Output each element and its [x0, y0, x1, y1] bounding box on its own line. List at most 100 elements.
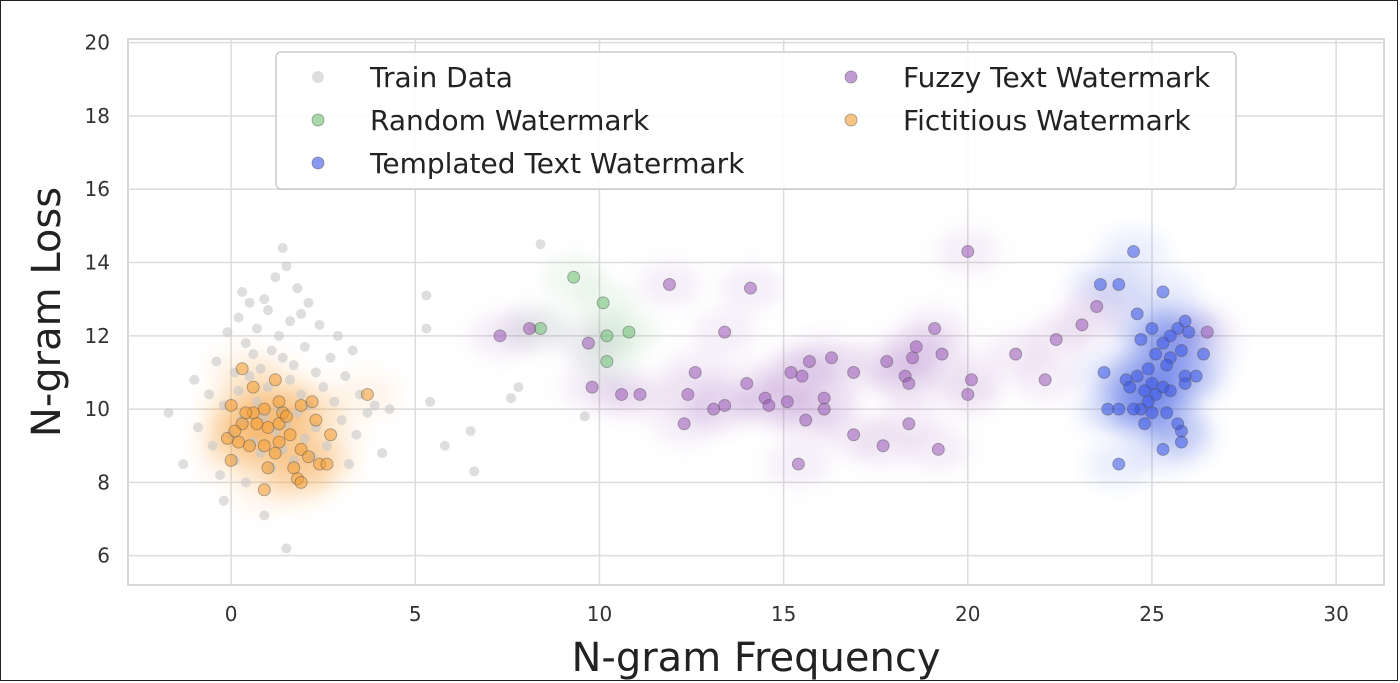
point-fuzzy-text-watermark [876, 439, 890, 453]
point-train-data [535, 239, 546, 250]
point-train-data [296, 389, 307, 400]
point-fictitious-watermark [231, 435, 245, 449]
point-train-data [255, 363, 266, 374]
point-fuzzy-text-watermark [1075, 318, 1089, 332]
point-fuzzy-text-watermark [1009, 347, 1023, 361]
point-random-watermark [534, 321, 548, 335]
x-tick-label: 25 [1139, 602, 1164, 626]
point-fictitious-watermark [261, 420, 275, 434]
point-fuzzy-text-watermark [906, 351, 920, 365]
legend-label-fictitious-watermark: Fictitious Watermark [903, 104, 1191, 137]
point-train-data [262, 382, 273, 393]
point-fuzzy-text-watermark [902, 417, 916, 431]
point-templated-text-watermark [1145, 376, 1159, 390]
point-train-data [332, 330, 343, 341]
point-train-data [469, 466, 480, 477]
point-fictitious-watermark [268, 446, 282, 460]
point-train-data [321, 440, 332, 451]
point-fictitious-watermark [250, 417, 264, 431]
y-tick-label: 10 [85, 397, 110, 421]
x-tick-label: 30 [1323, 602, 1348, 626]
point-templated-text-watermark [1189, 369, 1203, 383]
point-train-data [204, 389, 215, 400]
point-fuzzy-text-watermark [799, 413, 813, 427]
point-fuzzy-text-watermark [817, 391, 831, 405]
point-fuzzy-text-watermark [795, 369, 809, 383]
point-train-data [369, 400, 380, 411]
point-train-data [259, 294, 270, 305]
point-templated-text-watermark [1101, 402, 1115, 416]
point-random-watermark [567, 270, 581, 284]
point-train-data [299, 341, 310, 352]
point-train-data [310, 367, 321, 378]
point-fuzzy-text-watermark [762, 398, 776, 412]
point-templated-text-watermark [1145, 406, 1159, 420]
point-train-data [233, 312, 244, 323]
point-train-data [233, 385, 244, 396]
point-templated-text-watermark [1156, 442, 1170, 456]
point-templated-text-watermark [1197, 347, 1211, 361]
y-tick-label: 18 [85, 104, 110, 128]
point-templated-text-watermark [1130, 307, 1144, 321]
point-fuzzy-text-watermark [802, 354, 816, 368]
point-fictitious-watermark [272, 417, 286, 431]
point-templated-text-watermark [1182, 325, 1196, 339]
y-tick-label: 20 [85, 31, 110, 55]
point-train-data [163, 407, 174, 418]
point-train-data [215, 470, 226, 481]
point-fuzzy-text-watermark [931, 442, 945, 456]
point-train-data [288, 360, 299, 371]
point-train-data [314, 319, 325, 330]
point-templated-text-watermark [1174, 343, 1188, 357]
point-train-data [329, 396, 340, 407]
point-train-data [292, 283, 303, 294]
point-random-watermark [600, 354, 614, 368]
point-train-data [425, 396, 436, 407]
point-train-data [325, 352, 336, 363]
point-fuzzy-text-watermark [817, 402, 831, 416]
point-fuzzy-text-watermark [961, 387, 975, 401]
point-fuzzy-text-watermark [581, 336, 595, 350]
point-fuzzy-text-watermark [928, 321, 942, 335]
point-train-data [281, 261, 292, 272]
point-templated-text-watermark [1112, 278, 1126, 292]
point-fuzzy-text-watermark [633, 387, 647, 401]
point-train-data [248, 349, 259, 360]
x-tick-label: 0 [225, 602, 238, 626]
point-templated-text-watermark [1178, 376, 1192, 390]
point-fictitious-watermark [224, 398, 238, 412]
point-fuzzy-text-watermark [935, 347, 949, 361]
point-fuzzy-text-watermark [964, 373, 978, 387]
point-train-data [244, 371, 255, 382]
point-fuzzy-text-watermark [493, 329, 507, 343]
point-fuzzy-text-watermark [688, 365, 702, 379]
point-train-data [211, 356, 222, 367]
point-train-data [266, 345, 277, 356]
point-fictitious-watermark [272, 435, 286, 449]
point-fictitious-watermark [257, 439, 271, 453]
point-train-data [285, 374, 296, 385]
point-templated-text-watermark [1112, 457, 1126, 471]
point-fuzzy-text-watermark [718, 325, 732, 339]
point-templated-text-watermark [1163, 384, 1177, 398]
point-train-data [384, 404, 395, 415]
point-fictitious-watermark [220, 431, 234, 445]
y-tick-label: 16 [85, 177, 110, 201]
point-fuzzy-text-watermark [902, 376, 916, 390]
point-templated-text-watermark [1141, 362, 1155, 376]
point-templated-text-watermark [1156, 336, 1170, 350]
data-points [163, 239, 1214, 554]
point-fuzzy-text-watermark [784, 365, 798, 379]
point-random-watermark [596, 296, 610, 310]
legend-label-random-watermark: Random Watermark [370, 104, 650, 137]
legend-label-fuzzy-text-watermark: Fuzzy Text Watermark [903, 61, 1211, 94]
point-fictitious-watermark [235, 417, 249, 431]
point-fictitious-watermark [235, 362, 249, 376]
point-fictitious-watermark [268, 373, 282, 387]
x-tick-label: 15 [771, 602, 796, 626]
y-tick-label: 12 [85, 324, 110, 348]
point-fuzzy-text-watermark [677, 417, 691, 431]
point-fictitious-watermark [261, 461, 275, 475]
point-train-data [303, 297, 314, 308]
